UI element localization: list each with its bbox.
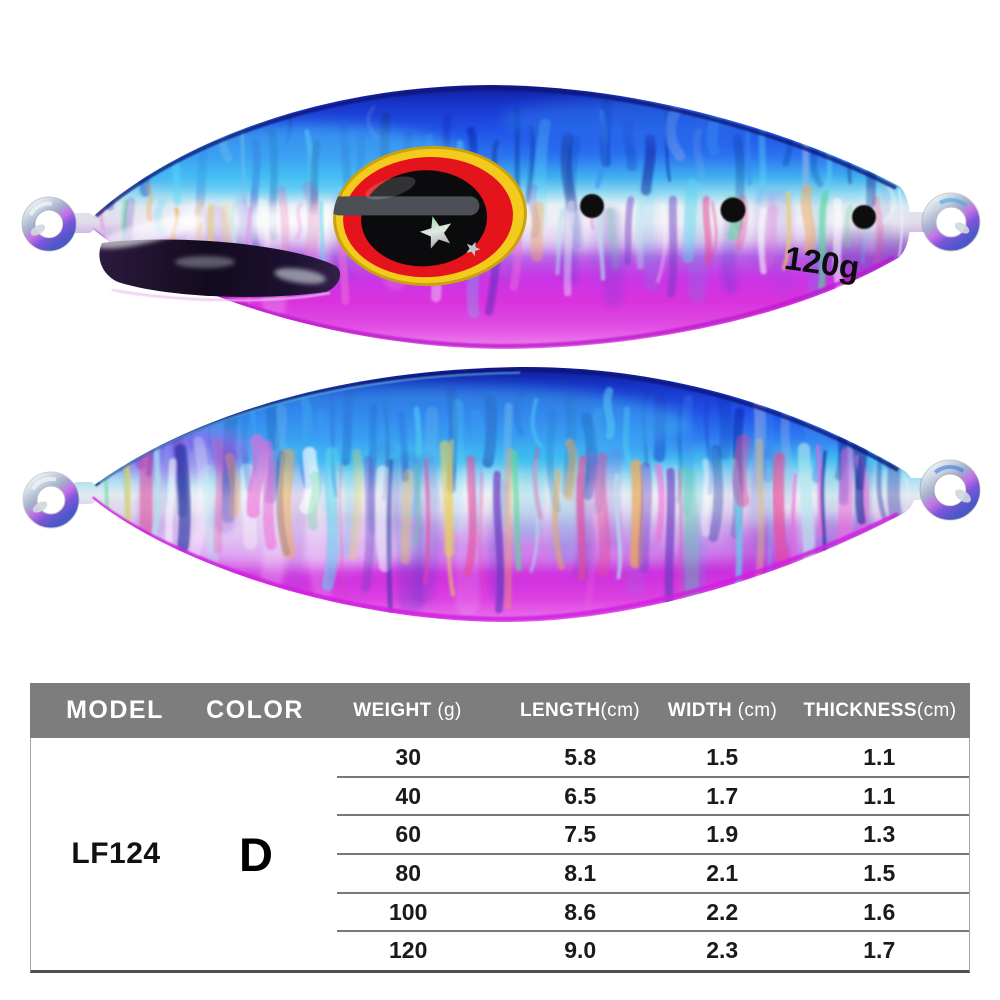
body-dots [580, 194, 876, 229]
hanging-ring-top-left [21, 196, 77, 252]
thickness-cell: 1.5 [863, 859, 896, 886]
keel-groove [96, 215, 341, 302]
width-cell: 2.2 [706, 898, 739, 925]
color-code-value: D [239, 827, 273, 881]
star-decal [419, 216, 452, 249]
model-value: LF124 [71, 837, 161, 870]
length-cell: 5.8 [564, 743, 597, 770]
thickness-cell: 1.1 [863, 743, 896, 770]
star-decal-small [466, 241, 481, 257]
lure-front-view: 120g [21, 85, 981, 349]
table-row: 30 5.8 1.5 1.1 [311, 738, 969, 778]
length-cell: 6.5 [564, 782, 597, 809]
hanging-ring-top-right [921, 192, 981, 252]
length-cell: 9.0 [564, 937, 597, 964]
thickness-cell: 1.6 [863, 898, 896, 925]
width-cell: 2.3 [706, 937, 739, 964]
col-header-model: MODEL [66, 696, 164, 724]
table-row: 100 8.6 2.2 1.6 [311, 893, 969, 933]
width-cell: 1.9 [706, 821, 739, 848]
width-cell: 1.5 [706, 743, 739, 770]
col-header-thickness: THICKNESS(cm) [803, 699, 957, 721]
length-cell: 8.1 [564, 859, 597, 886]
lure-eye [329, 145, 527, 287]
col-header-color: COLOR [206, 696, 304, 724]
length-cell: 8.6 [564, 898, 597, 925]
spec-rows: 30 5.8 1.5 1.1 40 6.5 1.7 1.1 60 7.5 1.9… [311, 738, 969, 970]
hanging-ring-bottom-right [919, 459, 981, 521]
spec-table-header: MODEL COLOR WEIGHT (g) LENGTH(cm) WIDTH … [30, 683, 970, 738]
width-cell: 2.1 [706, 859, 739, 886]
col-header-weight: WEIGHT (g) [353, 699, 462, 721]
edge-rims [90, 367, 910, 622]
length-cell: 7.5 [564, 821, 597, 848]
ring-tab [70, 213, 94, 233]
thickness-cell: 1.7 [863, 937, 896, 964]
hanging-ring-bottom-left [22, 471, 80, 529]
width-cell: 1.7 [706, 782, 739, 809]
lure-back-view [22, 366, 981, 623]
table-row: 40 6.5 1.7 1.1 [311, 777, 969, 817]
spec-table: MODEL COLOR WEIGHT (g) LENGTH(cm) WIDTH … [30, 683, 970, 973]
weight-cell: 100 [389, 898, 428, 925]
weight-cell: 40 [395, 782, 421, 809]
weight-cell: 60 [395, 821, 421, 848]
table-row: 120 9.0 2.3 1.7 [311, 931, 969, 970]
col-header-length: LENGTH(cm) [519, 699, 641, 721]
spec-table-body: LF124 D 30 5.8 1.5 1.1 40 6.5 1.7 1.1 60… [30, 738, 970, 973]
col-header-width: WIDTH (cm) [667, 699, 778, 721]
weight-cell: 120 [389, 937, 428, 964]
table-row: 80 8.1 2.1 1.5 [311, 854, 969, 894]
thickness-cell: 1.1 [863, 782, 896, 809]
weight-cell: 30 [395, 743, 421, 770]
table-row: 60 7.5 1.9 1.3 [311, 815, 969, 855]
thickness-cell: 1.3 [863, 821, 896, 848]
product-photo: 120g [21, 85, 981, 623]
weight-cell: 80 [395, 859, 421, 886]
